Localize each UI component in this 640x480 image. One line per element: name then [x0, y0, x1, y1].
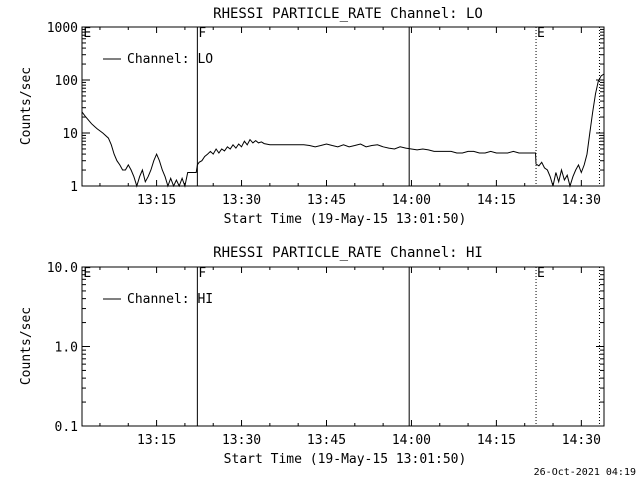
legend-label-hi: Channel: HI [127, 292, 213, 307]
legend-lo: Channel: LO [103, 52, 213, 67]
chart-title-hi: RHESSI PARTICLE_RATE Channel: HI [213, 245, 483, 261]
event-marker-label: E [537, 26, 545, 41]
y-axis-label-lo: Counts/sec [19, 67, 34, 145]
x-tick-label: 13:15 [137, 193, 176, 208]
panel-hi: RHESSI PARTICLE_RATE Channel: HI Counts/… [19, 245, 605, 467]
y-tick-label: 10 [62, 127, 78, 142]
x-tick-label: 14:30 [562, 193, 601, 208]
x-ticks-hi: 13:15 13:30 13:45 14:00 14:15 14:30 [99, 267, 601, 448]
x-ticks-lo: 13:15 13:30 13:45 14:00 14:15 14:30 [99, 27, 601, 208]
y-tick-label: 100 [55, 74, 78, 89]
event-marker-label: F [198, 266, 206, 281]
event-marker-label: E [83, 26, 91, 41]
plot-frame-hi [81, 266, 605, 427]
plot-frame-lo [81, 26, 605, 187]
x-tick-label: 13:45 [307, 193, 346, 208]
x-tick-label: 13:30 [222, 193, 261, 208]
x-axis-label-lo: Start Time (19-May-15 13:01:50) [224, 212, 467, 227]
x-tick-label: 14:15 [477, 193, 516, 208]
legend-hi: Channel: HI [103, 292, 213, 307]
y-ticks-lo: 1 10 100 1000 [47, 21, 604, 195]
x-tick-label: 14:15 [477, 433, 516, 448]
x-tick-label: 13:30 [222, 433, 261, 448]
y-tick-label: 1 [70, 180, 78, 195]
x-tick-label: 13:15 [137, 433, 176, 448]
x-tick-label: 13:45 [307, 433, 346, 448]
legend-label-lo: Channel: LO [127, 52, 213, 67]
y-tick-label: 10.0 [47, 261, 78, 276]
event-marker-label: E [83, 266, 91, 281]
y-tick-label: 0.1 [55, 420, 78, 435]
series-lo [81, 73, 605, 188]
y-ticks-hi: 0.1 1.0 10.0 [47, 261, 604, 435]
x-tick-label: 14:00 [392, 433, 431, 448]
y-tick-label: 1.0 [55, 341, 78, 356]
panel-lo: RHESSI PARTICLE_RATE Channel: LO Counts/… [19, 6, 605, 227]
series-line-lo [81, 73, 605, 188]
x-tick-label: 14:30 [562, 433, 601, 448]
chart-title-lo: RHESSI PARTICLE_RATE Channel: LO [213, 6, 483, 22]
event-marker-label: F [198, 26, 206, 41]
y-axis-label-hi: Counts/sec [19, 307, 34, 385]
render-timestamp: 26-Oct-2021 04:19 [534, 467, 636, 478]
x-axis-label-hi: Start Time (19-May-15 13:01:50) [224, 452, 467, 467]
y-tick-label: 1000 [47, 21, 78, 36]
event-marker-label: E [537, 266, 545, 281]
x-tick-label: 14:00 [392, 193, 431, 208]
